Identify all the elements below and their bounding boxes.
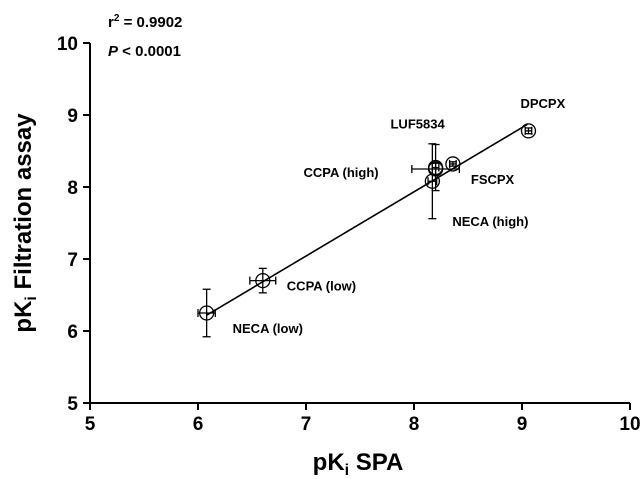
y-tick-label: 7 bbox=[67, 250, 78, 271]
x-tick-label: 7 bbox=[301, 414, 312, 435]
regression-line bbox=[206, 123, 528, 316]
data-point bbox=[445, 156, 461, 172]
point-label: CCPA (high) bbox=[304, 165, 379, 180]
x-tick-label: 9 bbox=[517, 414, 528, 435]
x-axis-title: pKi SPA bbox=[313, 449, 404, 479]
point-label: NECA (low) bbox=[233, 321, 303, 336]
point-label: DPCPX bbox=[520, 96, 565, 111]
y-tick-label: 6 bbox=[67, 322, 78, 343]
x-tick-label: 10 bbox=[619, 414, 640, 435]
data-point bbox=[427, 159, 444, 176]
point-label: CCPA (low) bbox=[287, 279, 356, 294]
point-label: NECA (high) bbox=[452, 214, 528, 229]
data-point bbox=[198, 305, 215, 321]
x-tick-label: 5 bbox=[85, 414, 96, 435]
y-tick-group: 5 6 7 8 9 10 bbox=[57, 34, 90, 415]
p-value-text: P < 0.0001 bbox=[108, 43, 181, 60]
point-label: LUF5834 bbox=[390, 117, 445, 132]
x-tick-label: 8 bbox=[409, 414, 420, 435]
r-squared-text: r2 = 0.9902 bbox=[108, 13, 182, 31]
data-point bbox=[520, 123, 537, 139]
y-tick-label: 8 bbox=[67, 178, 78, 199]
y-tick-label: 5 bbox=[67, 394, 78, 415]
y-axis-title: pKi Filtration assay bbox=[10, 113, 40, 333]
x-tick-group: 5 6 7 8 9 10 bbox=[85, 403, 640, 435]
y-tick-label: 9 bbox=[67, 106, 78, 127]
y-tick-label: 10 bbox=[57, 34, 78, 55]
data-point bbox=[255, 272, 271, 289]
point-label: FSCPX bbox=[471, 172, 515, 187]
data-points bbox=[197, 123, 537, 338]
x-tick-label: 6 bbox=[193, 414, 204, 435]
point-labels: NECA (low) CCPA (low) NECA (high) CCPA (hig… bbox=[233, 96, 566, 336]
